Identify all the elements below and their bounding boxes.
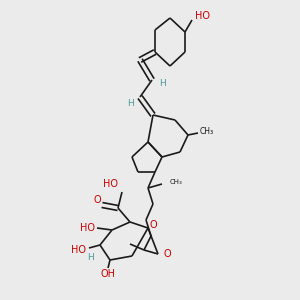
Text: HO: HO bbox=[103, 179, 118, 189]
Text: HO: HO bbox=[80, 223, 95, 233]
Text: CH₃: CH₃ bbox=[170, 179, 183, 185]
Text: H: H bbox=[159, 80, 165, 88]
Text: HO: HO bbox=[71, 245, 86, 255]
Text: O: O bbox=[93, 195, 101, 205]
Text: H: H bbox=[87, 254, 93, 262]
Text: O: O bbox=[149, 220, 157, 230]
Text: HO: HO bbox=[195, 11, 210, 21]
Text: O: O bbox=[164, 249, 172, 259]
Text: H: H bbox=[127, 98, 134, 107]
Text: CH₃: CH₃ bbox=[200, 128, 214, 136]
Text: OH: OH bbox=[100, 269, 116, 279]
